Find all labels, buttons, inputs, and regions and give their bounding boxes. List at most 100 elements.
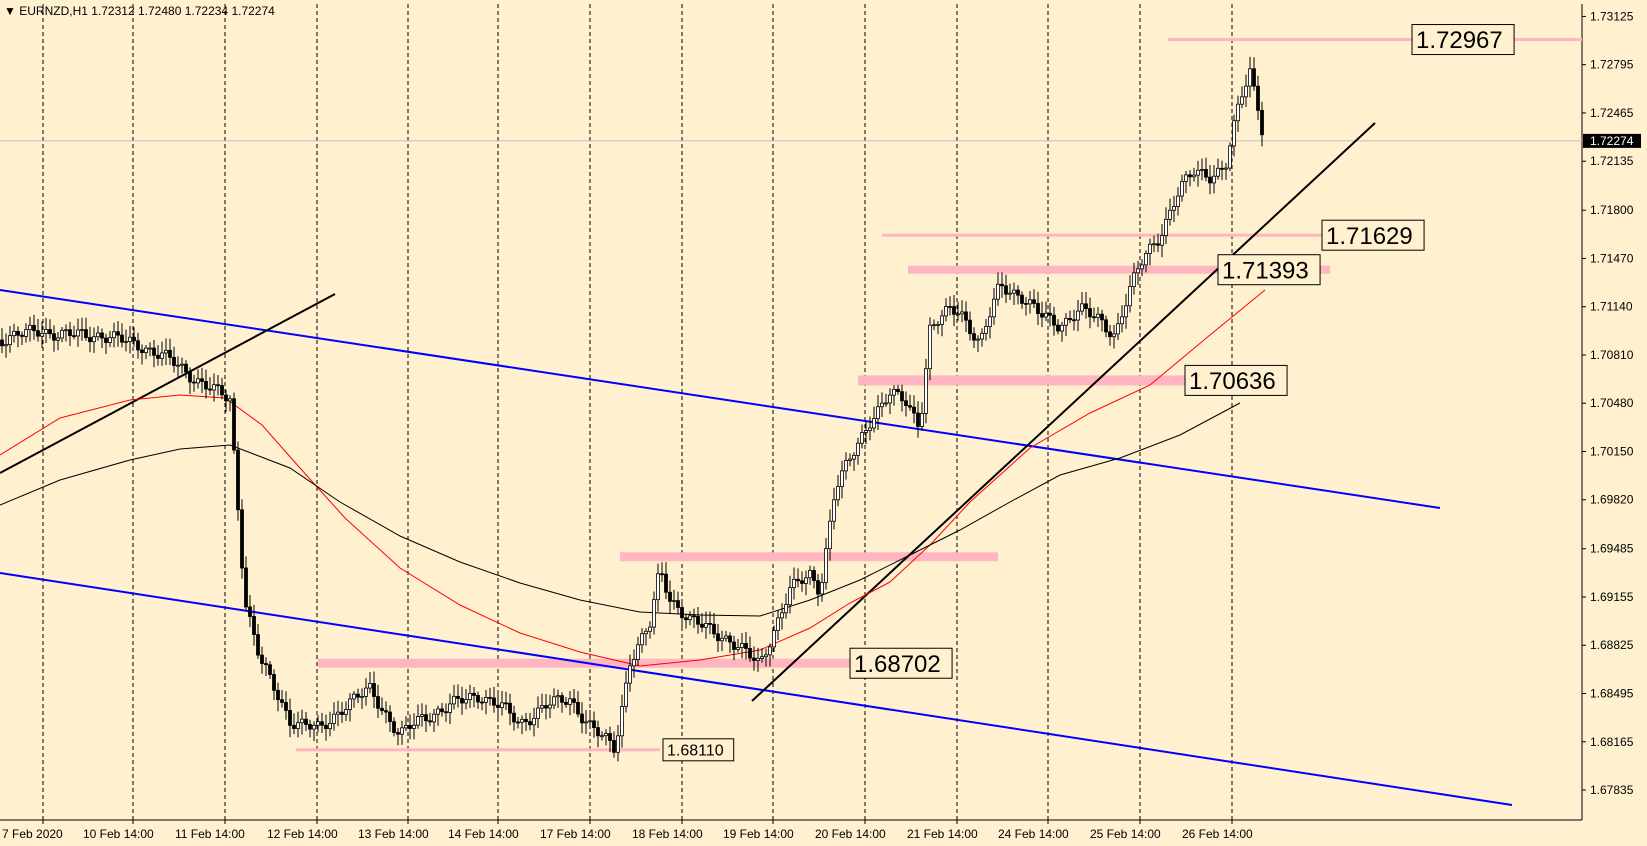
level-zone-2 — [908, 265, 1330, 274]
candle-body-111 — [444, 711, 448, 714]
candle-body-177 — [708, 623, 712, 625]
candle-body-117 — [468, 692, 472, 700]
candle-body-116 — [464, 699, 468, 704]
y-tick-label-13: 1.68825 — [1590, 638, 1634, 652]
dropdown-triangle-icon[interactable]: ▼ — [4, 4, 16, 18]
candle-body-77 — [308, 724, 312, 730]
candle-body-230 — [920, 413, 924, 427]
y-tick-label-10: 1.69820 — [1590, 493, 1634, 507]
candle-body-313 — [1252, 68, 1256, 87]
candle-body-167 — [668, 591, 672, 602]
x-tick-label-8: 19 Feb 14:00 — [723, 827, 794, 841]
candle-body-29 — [116, 331, 120, 336]
candle-body-235 — [940, 315, 944, 325]
level-label-box-5 — [662, 738, 735, 762]
candle-body-292 — [1168, 209, 1172, 220]
candle-body-219 — [876, 406, 880, 420]
candle-body-286 — [1144, 253, 1148, 266]
candle-body-47 — [188, 371, 192, 383]
y-tick-label-5: 1.71470 — [1590, 251, 1634, 265]
level-zone-6 — [296, 748, 660, 752]
candle-body-110 — [440, 708, 444, 713]
candle-body-257 — [1028, 299, 1032, 305]
candle-body-53 — [212, 384, 216, 391]
candle-body-143 — [572, 698, 576, 703]
candle-body-130 — [520, 718, 524, 723]
candle-body-126 — [504, 702, 508, 705]
candle-body-44 — [176, 364, 180, 367]
candle-body-192 — [768, 646, 772, 656]
candle-body-227 — [908, 405, 912, 408]
candle-body-287 — [1148, 243, 1152, 254]
candle-body-32 — [128, 336, 132, 342]
candle-body-78 — [312, 724, 316, 730]
candle-body-99 — [396, 732, 400, 735]
candle-body-312 — [1248, 68, 1252, 87]
y-tick-label-2: 1.72465 — [1590, 106, 1634, 120]
candle-body-122 — [488, 697, 492, 699]
candle-body-140 — [560, 695, 564, 703]
candle-body-93 — [372, 683, 376, 697]
candle-body-52 — [208, 388, 212, 391]
candle-body-43 — [172, 356, 176, 366]
candle-body-27 — [108, 337, 112, 343]
current-price-label: 1.72274 — [1590, 134, 1634, 148]
candle-body-183 — [732, 641, 736, 650]
candle-body-268 — [1072, 319, 1076, 322]
candle-body-221 — [884, 402, 888, 405]
candle-body-120 — [480, 701, 484, 704]
x-tick-label-9: 20 Feb 14:00 — [815, 827, 886, 841]
candle-body-119 — [476, 695, 480, 703]
candle-body-252 — [1008, 292, 1012, 295]
y-tick-label-16: 1.67835 — [1590, 783, 1634, 797]
candle-body-204 — [816, 580, 820, 595]
candle-body-163 — [652, 599, 656, 628]
candle-body-95 — [380, 707, 384, 712]
x-tick-label-0: 7 Feb 2020 — [2, 827, 63, 841]
x-tick-label-1: 10 Feb 14:00 — [83, 827, 154, 841]
candle-body-216 — [864, 430, 868, 433]
candle-body-207 — [828, 520, 832, 550]
close-value: 1.72274 — [231, 4, 275, 18]
candle-body-170 — [680, 607, 684, 619]
candle-body-259 — [1036, 303, 1040, 314]
y-tick-label-9: 1.70150 — [1590, 444, 1634, 458]
candle-body-229 — [916, 412, 920, 427]
candle-body-45 — [180, 363, 184, 366]
candle-body-147 — [588, 720, 592, 723]
candle-body-248 — [992, 298, 996, 318]
candle-body-217 — [868, 427, 872, 431]
candle-body-185 — [740, 643, 744, 648]
candle-body-106 — [424, 714, 428, 722]
candle-body-270 — [1080, 303, 1084, 312]
candle-body-64 — [256, 634, 260, 656]
candle-body-231 — [924, 368, 928, 414]
candle-body-180 — [720, 637, 724, 642]
candle-body-73 — [292, 724, 296, 729]
candle-body-202 — [808, 570, 812, 579]
candle-body-139 — [556, 695, 560, 698]
candle-body-274 — [1096, 313, 1100, 318]
candle-body-61 — [244, 567, 248, 608]
candle-body-14 — [56, 337, 60, 341]
candle-body-280 — [1120, 316, 1124, 325]
candle-body-63 — [252, 616, 256, 635]
candle-body-75 — [300, 718, 304, 724]
candle-body-104 — [416, 716, 420, 726]
candle-body-195 — [780, 612, 784, 619]
candle-body-307 — [1228, 145, 1232, 169]
candle-body-79 — [316, 721, 320, 726]
candle-body-175 — [700, 623, 704, 628]
candle-body-135 — [540, 705, 544, 709]
candle-body-249 — [996, 283, 1000, 300]
candle-body-206 — [824, 548, 828, 583]
candle-body-3 — [12, 330, 16, 337]
candle-body-72 — [288, 710, 292, 726]
candle-body-6 — [24, 329, 28, 337]
candle-body-69 — [276, 689, 280, 701]
candle-body-240 — [960, 311, 964, 315]
candle-body-123 — [492, 697, 496, 706]
trendline-early — [0, 293, 336, 474]
candle-body-137 — [548, 704, 552, 709]
